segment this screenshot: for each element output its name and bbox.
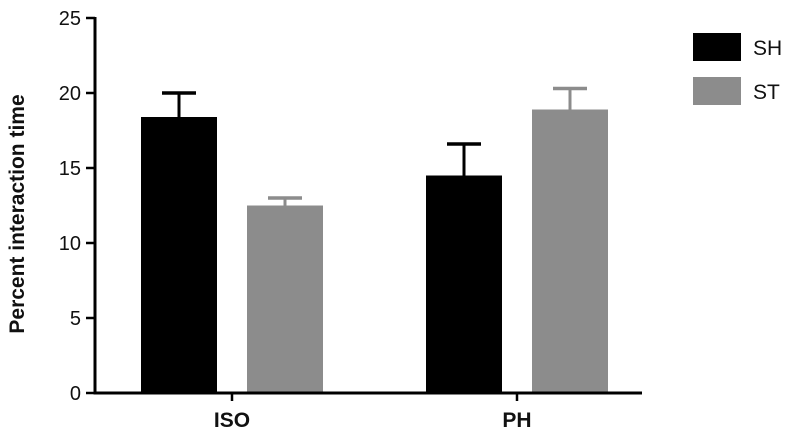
- x-tick-label-iso: ISO: [214, 409, 250, 432]
- error-bars-group: [162, 86, 587, 206]
- bar-sh-iso: [141, 117, 217, 393]
- legend-swatch-sh: [693, 33, 741, 61]
- legend-label-sh: SH: [753, 37, 782, 60]
- bar-sh-ph: [426, 175, 502, 393]
- y-tick-label-0: 0: [70, 383, 81, 405]
- y-axis-title: Percent interaction time: [6, 94, 29, 333]
- bar-st-iso: [247, 205, 323, 393]
- bars-group: [141, 109, 608, 393]
- y-tick-label-5: 5: [70, 308, 81, 330]
- y-tick-label-10: 10: [59, 233, 81, 255]
- legend-label-st: ST: [753, 81, 780, 104]
- y-tick-label-15: 15: [59, 158, 81, 180]
- bar-st-ph: [532, 109, 608, 393]
- x-tick-label-ph: PH: [502, 409, 531, 432]
- axes-group: ISO PH 0 5 10 15 20 25: [59, 8, 642, 432]
- y-tick-label-20: 20: [59, 83, 81, 105]
- legend: SH ST: [693, 33, 782, 105]
- legend-swatch-st: [693, 77, 741, 105]
- y-tick-label-25: 25: [59, 8, 81, 30]
